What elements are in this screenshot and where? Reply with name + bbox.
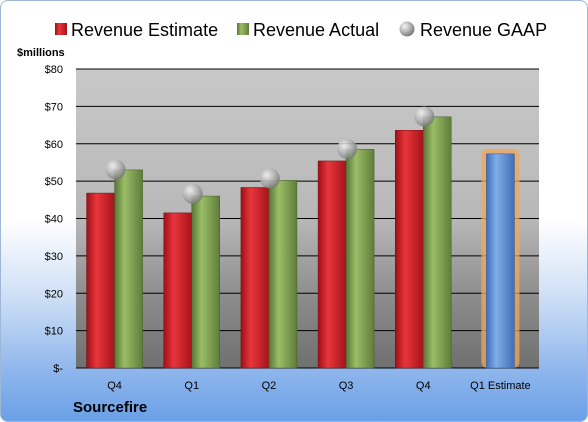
- bars: [86, 116, 520, 369]
- x-tick-label: Q1: [184, 380, 199, 392]
- marker-revenue-gaap: [259, 168, 280, 189]
- x-axis-ticks: Q4 Q1 Q2 Q3 Q4 Q1 Estimate: [107, 380, 530, 392]
- bar-revenue-actual: [268, 180, 298, 369]
- bar-revenue-forecast: [486, 153, 515, 369]
- bar-revenue-estimate: [163, 212, 192, 369]
- y-tick-label: $60: [45, 139, 63, 151]
- bar-revenue-estimate: [240, 187, 270, 369]
- x-tick-label: Q2: [262, 380, 277, 392]
- y-tick-label: $50: [45, 176, 63, 188]
- legend-swatch-gaap: [399, 21, 415, 37]
- marker-revenue-gaap: [414, 106, 435, 127]
- y-tick-label: $20: [45, 288, 63, 300]
- legend-label-gaap: Revenue GAAP: [420, 20, 547, 40]
- grid-lines: [76, 68, 539, 369]
- x-tick-label: Q4: [416, 380, 431, 392]
- y-axis-ticks: $- $10 $20 $30 $40 $50 $60 $70 $80: [45, 64, 64, 375]
- legend-swatch-actual: [237, 23, 249, 35]
- bar-revenue-actual: [191, 195, 220, 369]
- x-tick-label: Q1 Estimate: [470, 380, 531, 392]
- y-tick-label: $10: [45, 326, 63, 338]
- y-tick-label: $70: [45, 101, 63, 113]
- legend: Revenue Estimate Revenue Actual Revenue …: [55, 20, 547, 40]
- x-tick-label: Q4: [107, 380, 122, 392]
- y-axis-unit-label: $millions: [17, 47, 65, 59]
- marker-revenue-gaap: [337, 138, 358, 159]
- legend-label-actual: Revenue Actual: [253, 20, 379, 40]
- x-tick-label: Q3: [339, 380, 354, 392]
- y-tick-label: $-: [53, 363, 63, 375]
- legend-item-gaap: Revenue GAAP: [399, 20, 547, 40]
- y-tick-label: $80: [45, 64, 63, 76]
- marker-revenue-gaap: [182, 183, 203, 204]
- bar-revenue-estimate: [86, 192, 115, 369]
- legend-item-estimate: Revenue Estimate: [55, 20, 218, 40]
- bar-revenue-estimate: [395, 130, 424, 369]
- legend-swatch-estimate: [55, 23, 67, 35]
- bar-revenue-actual: [423, 116, 452, 369]
- y-tick-label: $40: [45, 214, 63, 226]
- company-name: Sourcefire: [73, 399, 147, 416]
- legend-item-actual: Revenue Actual: [237, 20, 379, 40]
- legend-label-estimate: Revenue Estimate: [71, 20, 218, 40]
- bar-revenue-actual: [345, 149, 375, 369]
- marker-revenue-gaap: [105, 159, 126, 180]
- y-tick-label: $30: [45, 251, 63, 263]
- bar-revenue-actual: [114, 169, 143, 369]
- gaap-markers: [105, 106, 435, 204]
- bar-revenue-estimate: [317, 160, 347, 369]
